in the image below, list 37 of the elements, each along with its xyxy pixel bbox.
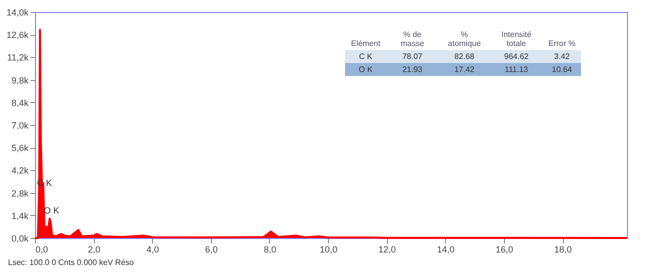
x-tick-label: 0,0	[36, 244, 48, 254]
y-tick-label: 7,0k	[11, 120, 29, 130]
annotation: 82.68	[453, 51, 476, 63]
y-tick-label: 5,6k	[11, 143, 29, 154]
x-tick-label: 4,0	[146, 244, 159, 254]
y-tick-label: 8,4k	[11, 98, 29, 108]
annotation: 111.13	[504, 64, 529, 76]
x-tick-label: 16,0	[496, 244, 514, 254]
annotation: C K	[358, 51, 374, 63]
annotation: 17.42	[453, 64, 476, 76]
annotation: 21.93	[401, 64, 424, 76]
annotation: 964.62	[503, 51, 530, 63]
y-tick-label: 14,0k	[6, 8, 29, 18]
annotation: Error %	[547, 38, 576, 50]
y-tick-label: 1,4k	[11, 210, 29, 221]
y-tick-label: 4,2k	[11, 166, 29, 176]
annotation: 78.07	[401, 51, 424, 63]
y-tick-label: 9,8k	[11, 75, 29, 86]
annotation: Elément	[350, 38, 382, 50]
annotation: % de masse	[400, 29, 426, 50]
annotation: 3.42	[553, 51, 571, 63]
annotation: % atomique	[446, 29, 482, 50]
y-tick-label: 12,6k	[6, 30, 29, 40]
y-tick-label: 11,2k	[7, 52, 29, 63]
x-tick-label: 10,0	[320, 244, 338, 254]
x-tick-label: 2,0	[88, 244, 100, 254]
x-tick-label: 18,0	[554, 244, 572, 254]
text: Lsec: 100.0 0 Cnts 0.000 keV Réso	[8, 258, 134, 267]
x-tick-label: 14,0	[437, 244, 455, 254]
annotation: O K	[358, 64, 374, 76]
annotation: Intensité totale	[500, 29, 532, 50]
x-tick-label: 8,0	[264, 244, 276, 254]
y-tick-label: 0,0k	[11, 234, 29, 244]
annotation: 10.64	[550, 64, 573, 76]
x-tick-label: 12,0	[378, 244, 396, 254]
x-tick-label: 6,0	[205, 244, 218, 254]
y-tick-label: 2,8k	[11, 188, 29, 198]
